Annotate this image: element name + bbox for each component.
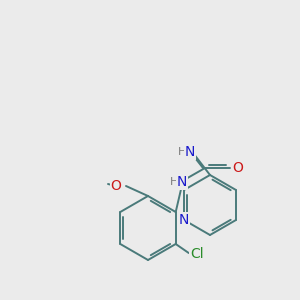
Text: H: H <box>178 147 186 157</box>
Text: N: N <box>177 175 187 189</box>
Text: H: H <box>170 177 178 187</box>
Text: O: O <box>232 161 243 175</box>
Text: N: N <box>179 213 189 227</box>
Text: N: N <box>185 145 195 159</box>
Text: O: O <box>111 179 122 193</box>
Text: Cl: Cl <box>190 247 203 261</box>
